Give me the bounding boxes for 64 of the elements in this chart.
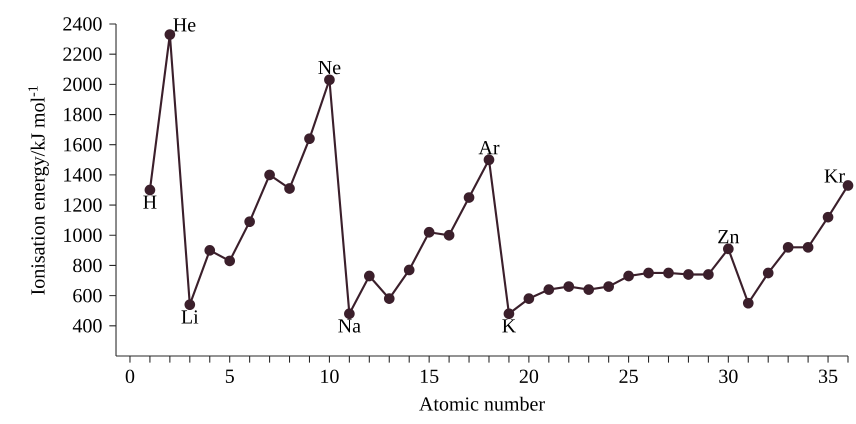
y-tick-label: 600	[73, 288, 102, 302]
point	[524, 293, 534, 304]
point	[244, 216, 255, 228]
point	[563, 281, 574, 292]
point	[344, 308, 355, 320]
point	[284, 183, 295, 194]
point	[703, 269, 714, 280]
y-tick-label: 800	[73, 258, 102, 272]
point	[184, 299, 196, 310]
point	[742, 298, 754, 309]
y-tick-label: 2400	[63, 17, 102, 31]
x-tick-label: 15	[420, 370, 438, 383]
annotation: He	[173, 18, 196, 32]
y-tick-label: 1000	[64, 228, 102, 242]
x-tick-label: 25	[619, 370, 638, 384]
y-tick-label: 1400	[64, 168, 102, 182]
point	[722, 244, 734, 254]
x-tick-label: 35	[819, 370, 838, 384]
y-tick-label: 1600	[64, 138, 102, 152]
annotation: Ne	[318, 60, 340, 74]
point	[603, 281, 614, 292]
x-tick-label: 10	[321, 370, 339, 384]
point	[762, 268, 774, 278]
annotation: Li	[182, 310, 198, 324]
point	[822, 212, 834, 222]
point	[683, 269, 694, 280]
x-tick-label: 5	[226, 370, 234, 383]
point	[444, 230, 454, 241]
annotation: Na	[338, 319, 361, 333]
annotation: H	[143, 196, 157, 209]
point	[623, 270, 634, 282]
y-tick-label: 2000	[63, 78, 102, 92]
point	[384, 293, 395, 304]
y-tick-label: 1200	[64, 198, 102, 212]
y-tick-label: 1800	[64, 108, 102, 122]
point	[144, 184, 156, 196]
annotation: K	[502, 319, 516, 332]
point	[224, 256, 236, 266]
point	[802, 242, 814, 253]
y-axis-title: Ionisation energy/kJ mol$^{-1}$	[28, 86, 49, 295]
annotation: Zn	[718, 230, 740, 244]
point	[782, 242, 794, 253]
annotation: Kr	[824, 169, 845, 183]
y-tick-label: 2200	[63, 47, 102, 61]
point	[583, 284, 594, 295]
point	[424, 226, 434, 238]
x-tick-label: 30	[719, 370, 738, 384]
point	[663, 268, 674, 278]
x-tick-label: 20	[520, 370, 538, 384]
annotation: Ar	[478, 141, 500, 154]
point	[264, 170, 275, 180]
x-tick-label: 0	[126, 370, 134, 384]
point	[543, 284, 554, 295]
x-axis-title: Atomic number	[419, 396, 545, 411]
point	[304, 133, 315, 144]
point	[643, 268, 654, 278]
point	[324, 74, 335, 86]
point	[364, 270, 375, 282]
point	[404, 264, 415, 276]
y-tick-label: 400	[72, 319, 102, 333]
point	[464, 192, 474, 203]
point	[204, 245, 216, 256]
point	[484, 154, 494, 166]
point	[504, 308, 514, 320]
